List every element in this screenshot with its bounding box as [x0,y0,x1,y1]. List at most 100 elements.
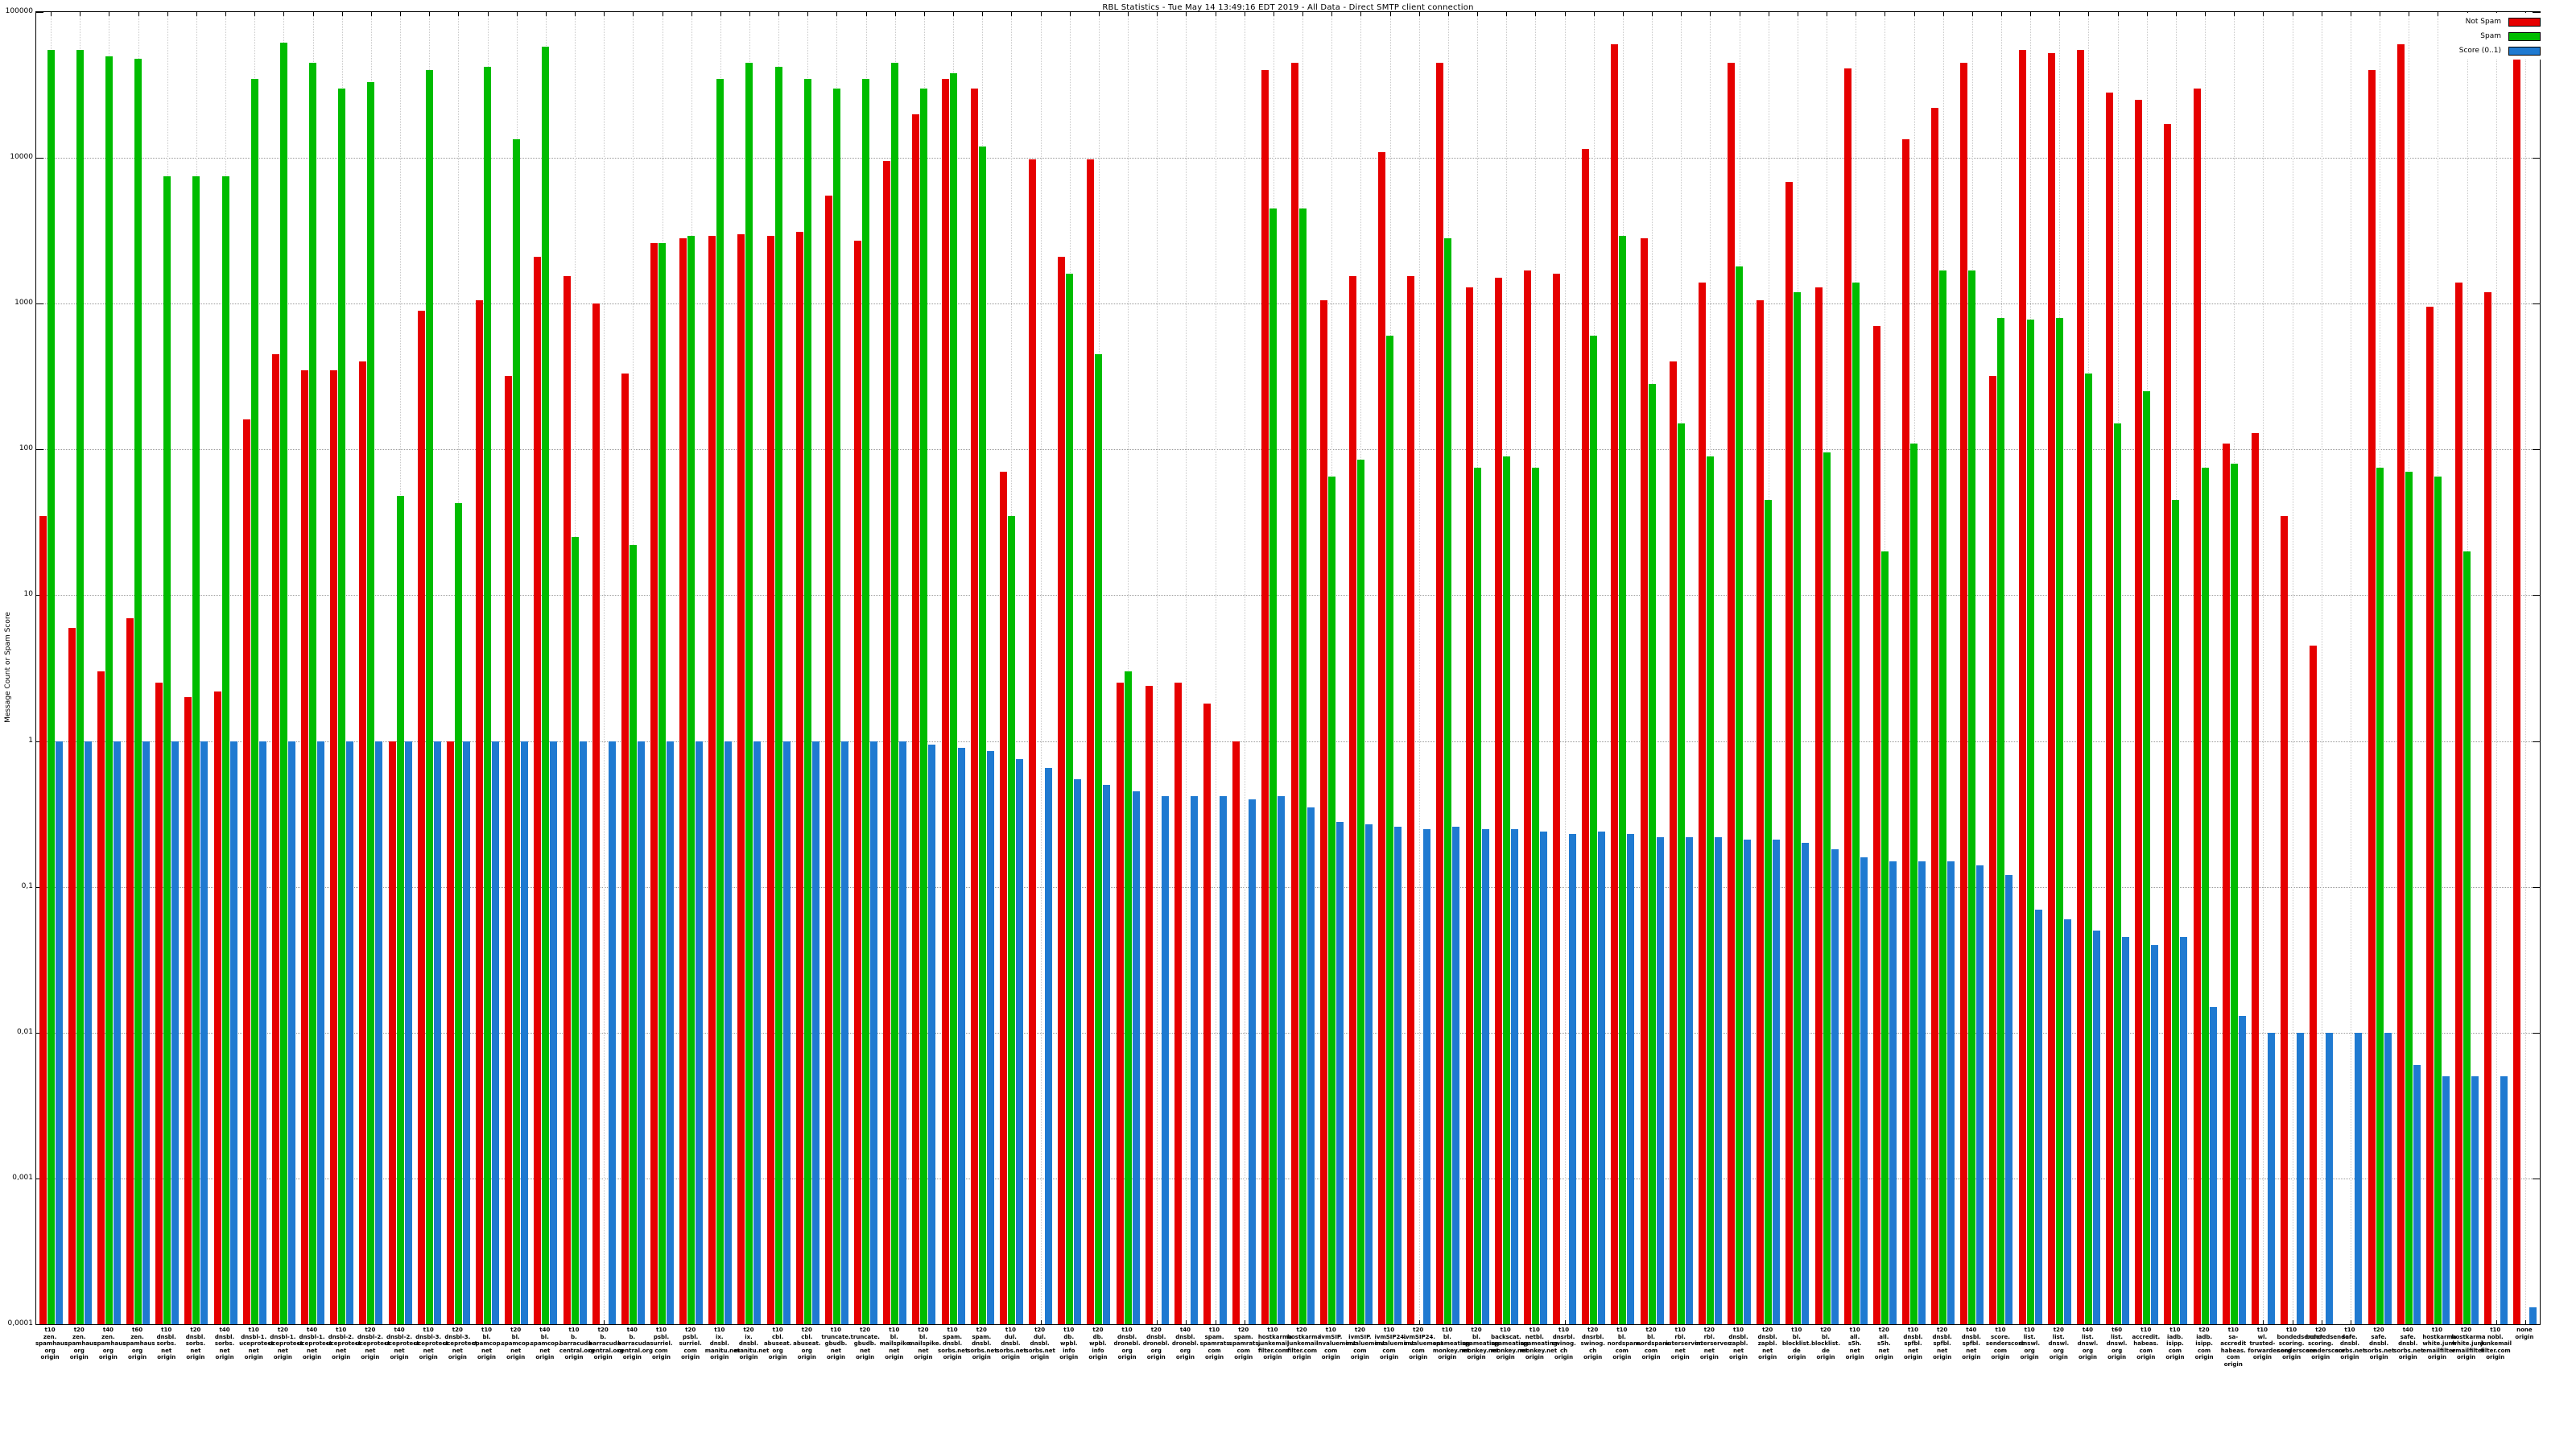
bar-not-spam [1960,62,1968,1324]
bar-not-spam [1348,275,1356,1324]
bar-spam [658,243,666,1324]
y-tick-mark [2533,158,2540,159]
bar-score-0-1 [2063,919,2071,1324]
bar-score-0-1 [1976,865,1984,1324]
bar-score-0-1 [986,751,994,1324]
bar-score-0-1 [2326,1032,2334,1324]
bar-spam [2143,391,2151,1324]
bar-score-0-1 [608,741,616,1324]
y-tick-mark [36,1324,43,1325]
x-gridline [1128,12,1129,1324]
bar-spam [803,78,811,1324]
bar-score-0-1 [1103,785,1111,1324]
bar-score-0-1 [2092,931,2100,1324]
x-axis-category-label: t10 dul. dnsbl. sorbs.net origin [996,1327,1026,1360]
bar-score-0-1 [724,741,733,1324]
x-axis-category-label: t40 dnsbl-1. uceprotect net origin [297,1327,332,1360]
bar-not-spam [1523,270,1531,1324]
bar-score-0-1 [2413,1064,2421,1324]
x-tick-mark [720,12,721,16]
bar-spam [192,175,200,1324]
bar-spam [687,236,696,1324]
bar-spam [2055,317,2063,1324]
bar-not-spam [1872,326,1880,1324]
bar-score-0-1 [696,741,704,1324]
bar-spam [2230,463,2238,1324]
bar-not-spam [1728,62,1736,1324]
x-tick-mark [1360,12,1362,16]
x-axis-category-label: t20 bl. blocklist. de origin [1811,1327,1840,1360]
y-gridline [36,449,2540,451]
bar-not-spam [184,697,192,1324]
x-tick-mark [138,12,139,16]
bar-score-0-1 [229,741,237,1324]
bar-spam [1298,208,1307,1324]
x-tick-mark [51,12,52,16]
bar-score-0-1 [258,741,266,1324]
bar-spam [2376,467,2384,1324]
x-axis-category-label: t10 b. barracuda central.org origin [559,1327,595,1360]
x-axis-category-label: t20 all. s5h. net origin [1874,1327,1893,1360]
bar-not-spam [388,741,396,1324]
bar-not-spam [534,256,542,1324]
bar-not-spam [2018,50,2026,1324]
x-axis-category-label: t10 dnsbl. sorbs. net origin [156,1327,176,1360]
bar-score-0-1 [2238,1016,2246,1324]
x-axis-category-label: t10 rbl. interserver. net origin [1666,1327,1703,1360]
x-axis-category-label: t20 hostkarma junkemail filter.com origi… [1287,1327,1322,1360]
y-tick-label: 1000 [14,299,33,308]
bar-spam [1706,456,1714,1324]
x-tick-mark [1157,12,1158,16]
x-axis-category-label: t40 bl. spamcop. net origin [530,1327,561,1360]
bar-not-spam [2513,44,2521,1324]
bar-not-spam [563,275,571,1324]
y-tick-mark [2533,1032,2540,1034]
bar-spam [367,82,375,1324]
bar-score-0-1 [113,741,121,1324]
bar-not-spam [708,236,716,1324]
bar-score-0-1 [782,741,791,1324]
x-axis-category-label: t10 hostkarma junkemail filter.com origi… [1257,1327,1292,1360]
y-tick-mark [36,449,43,451]
bar-score-0-1 [1161,795,1169,1324]
x-tick-mark [225,12,227,16]
x-axis-category-label: t20 db. wpbl. info origin [1088,1327,1108,1360]
bar-not-spam [1232,741,1241,1324]
bar-not-spam [1698,282,1706,1324]
bar-spam [1066,274,1074,1324]
bar-spam [2114,423,2122,1324]
bar-score-0-1 [1889,861,1897,1324]
x-axis-category-label: t10 bl. blocklist. de origin [1781,1327,1811,1360]
y-tick-mark [2533,12,2540,13]
bar-spam [1386,336,1394,1324]
bar-not-spam [1203,704,1212,1324]
y-tick-label: 0,1 [21,881,33,890]
bar-spam [832,88,840,1324]
bar-score-0-1 [1714,836,1722,1324]
bar-score-0-1 [1190,795,1198,1324]
bar-not-spam [2484,291,2492,1324]
bar-not-spam [1989,375,1997,1324]
x-axis-category-label: t10 truncate. gbudb. net origin [821,1327,851,1360]
x-axis-category-label: t10 backscat. spameating monkey.net orig… [1491,1327,1529,1360]
x-tick-mark [633,12,634,16]
bar-not-spam [1757,300,1765,1324]
x-tick-mark [1418,1320,1420,1324]
x-axis-category-label: t10 nobl. junkemail filter.com origin [2480,1327,2512,1360]
bar-score-0-1 [521,741,529,1324]
chart-title: RBL Statistics - Tue May 14 13:49:16 EDT… [1102,3,1474,12]
x-tick-mark [1506,12,1508,16]
bar-score-0-1 [1423,828,1431,1324]
bar-score-0-1 [142,741,151,1324]
bar-score-0-1 [2500,1076,2508,1324]
legend-label-not-spam: Not Spam [2465,18,2501,26]
bar-not-spam [213,691,221,1324]
bar-spam [1473,467,1481,1324]
bar-not-spam [1261,70,1269,1324]
bar-score-0-1 [2151,944,2159,1324]
bar-spam [1997,317,2005,1324]
x-tick-mark [1477,12,1479,16]
bar-score-0-1 [1802,843,1810,1324]
legend-label-score: Score (0..1) [2458,47,2501,55]
bar-not-spam [679,238,687,1324]
